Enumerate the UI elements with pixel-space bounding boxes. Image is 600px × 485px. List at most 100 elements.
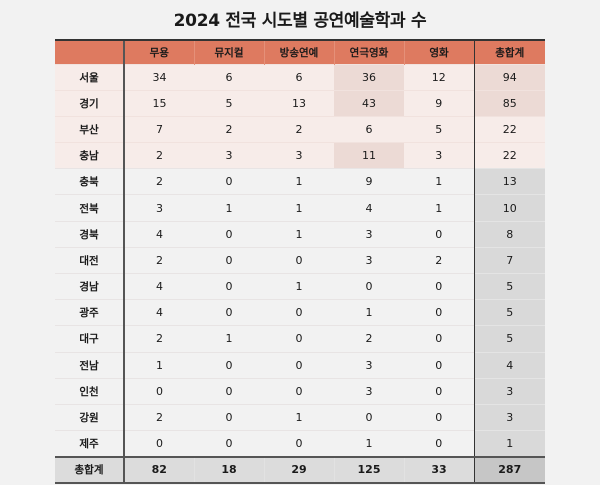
footer-value: 33: [403, 455, 474, 484]
table-row: 전북 3 1 1 4 1 10: [55, 194, 545, 222]
value-cell: 9: [334, 168, 404, 195]
row-total-cell: 7: [473, 246, 545, 274]
row-total-cell: 94: [473, 63, 545, 91]
row-label: 충북: [55, 168, 124, 195]
value-cell: 0: [123, 377, 194, 405]
row-total-cell: 5: [473, 325, 545, 353]
value-cell: 6: [264, 63, 334, 91]
value-cell: 3: [404, 142, 474, 169]
value-cell: 34: [123, 63, 194, 91]
row-label: 강원: [55, 403, 124, 431]
row-label: 경기: [55, 89, 124, 117]
value-cell: 1: [264, 403, 334, 431]
grand-total: 287: [473, 455, 545, 484]
value-cell: 9: [404, 89, 474, 117]
row-total-cell: 85: [473, 89, 545, 117]
value-cell: 2: [123, 246, 194, 274]
row-label: 전북: [55, 194, 124, 222]
corner-cell: [55, 39, 124, 64]
value-cell: 6: [334, 115, 404, 143]
value-cell: 0: [264, 430, 334, 457]
row-total-cell: 10: [473, 194, 545, 222]
table-row: 제주 0 0 0 1 0 1: [55, 430, 545, 457]
column-header-musical: 뮤지컬: [193, 39, 264, 64]
value-cell: 43: [334, 89, 404, 117]
value-cell: 3: [334, 220, 404, 248]
value-cell: 2: [123, 403, 194, 431]
value-cell: 6: [194, 63, 264, 91]
column-header-theater-film: 연극영화: [333, 39, 404, 64]
row-total-cell: 22: [473, 142, 545, 169]
value-cell: 2: [123, 142, 194, 169]
value-cell: 0: [264, 246, 334, 274]
row-label: 서울: [55, 63, 124, 91]
table-row: 강원 2 0 1 0 0 3: [55, 403, 545, 431]
table-row: 서울 34 6 6 36 12 94: [55, 63, 545, 91]
row-label: 제주: [55, 430, 124, 457]
value-cell: 13: [264, 89, 334, 117]
footer-value: 82: [123, 455, 194, 484]
value-cell: 11: [334, 142, 404, 169]
row-label: 전남: [55, 351, 124, 379]
value-cell: 0: [264, 325, 334, 353]
footer-label: 총합계: [55, 455, 124, 484]
table-row: 전남 1 0 0 3 0 4: [55, 351, 545, 379]
row-total-cell: 8: [473, 220, 545, 248]
value-cell: 0: [264, 351, 334, 379]
row-label: 대구: [55, 325, 124, 353]
table-row: 대구 2 1 0 2 0 5: [55, 325, 545, 353]
row-total-cell: 3: [473, 377, 545, 405]
value-cell: 3: [264, 142, 334, 169]
value-cell: 2: [334, 325, 404, 353]
value-cell: 1: [334, 430, 404, 457]
value-cell: 0: [404, 220, 474, 248]
value-cell: 0: [194, 220, 264, 248]
value-cell: 1: [264, 168, 334, 195]
value-cell: 1: [264, 194, 334, 222]
row-label: 인천: [55, 377, 124, 405]
value-cell: 0: [404, 351, 474, 379]
row-label: 부산: [55, 115, 124, 143]
value-cell: 0: [194, 272, 264, 300]
value-cell: 0: [123, 430, 194, 457]
value-cell: 1: [264, 220, 334, 248]
value-cell: 1: [264, 272, 334, 300]
footer-value: 125: [333, 455, 404, 484]
value-cell: 0: [194, 299, 264, 326]
value-cell: 5: [404, 115, 474, 143]
table-row: 경남 4 0 1 0 0 5: [55, 272, 545, 300]
value-cell: 3: [123, 194, 194, 222]
row-total-cell: 5: [473, 272, 545, 300]
chart-title: 2024 전국 시도별 공연예술학과 수: [173, 11, 427, 31]
footer-value: 29: [263, 455, 334, 484]
row-total-cell: 13: [473, 168, 545, 195]
row-label: 경북: [55, 220, 124, 248]
row-label: 광주: [55, 299, 124, 326]
column-header-film: 영화: [403, 39, 474, 64]
value-cell: 3: [194, 142, 264, 169]
value-cell: 0: [194, 168, 264, 195]
column-header-dance: 무용: [123, 39, 194, 64]
value-cell: 2: [404, 246, 474, 274]
table-row: 경북 4 0 1 3 0 8: [55, 220, 545, 248]
value-cell: 7: [123, 115, 194, 143]
value-cell: 4: [123, 272, 194, 300]
value-cell: 0: [194, 403, 264, 431]
table-row: 인천 0 0 0 3 0 3: [55, 377, 545, 405]
value-cell: 1: [194, 325, 264, 353]
value-cell: 2: [123, 168, 194, 195]
value-cell: 1: [194, 194, 264, 222]
data-table: 무용 뮤지컬 방송연예 연극영화 영화 총합계 서울 34 6 6 36 12 94 경기 15…: [55, 39, 545, 484]
table-row: 부산 7 2 2 6 5 22: [55, 115, 545, 143]
value-cell: 1: [123, 351, 194, 379]
header-row: 무용 뮤지컬 방송연예 연극영화 영화 총합계: [55, 39, 545, 64]
row-total-cell: 4: [473, 351, 545, 379]
row-label: 충남: [55, 142, 124, 169]
value-cell: 3: [334, 351, 404, 379]
row-label: 경남: [55, 272, 124, 300]
row-total-cell: 1: [473, 430, 545, 457]
value-cell: 36: [334, 63, 404, 91]
value-cell: 12: [404, 63, 474, 91]
value-cell: 4: [123, 299, 194, 326]
value-cell: 4: [334, 194, 404, 222]
